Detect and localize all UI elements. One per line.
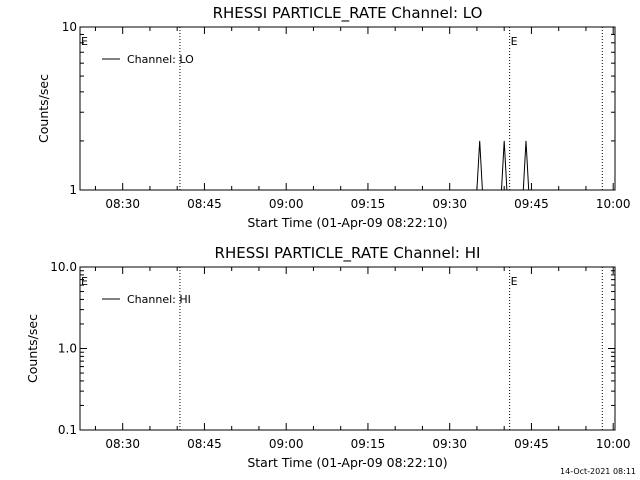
y-tick-label: 10 bbox=[62, 20, 77, 34]
legend-label: Channel: HI bbox=[127, 293, 191, 306]
x-tick-label: 09:30 bbox=[432, 437, 467, 451]
x-tick-label: 10:00 bbox=[596, 437, 631, 451]
x-tick-label: 08:45 bbox=[187, 197, 222, 211]
event-marker-label: E bbox=[511, 275, 518, 288]
x-axis-label: Start Time (01-Apr-09 08:22:10) bbox=[247, 215, 447, 230]
legend-label: Channel: LO bbox=[127, 53, 194, 66]
x-tick-label: 09:15 bbox=[351, 197, 386, 211]
plot-frame bbox=[79, 26, 616, 191]
x-tick-label: 10:00 bbox=[596, 197, 631, 211]
x-tick-label: 08:30 bbox=[105, 197, 140, 211]
y-tick-label: 1.0 bbox=[58, 342, 77, 356]
plot-title: RHESSI PARTICLE_RATE Channel: LO bbox=[213, 4, 483, 23]
plot-frame bbox=[79, 266, 616, 431]
y-axis-label: Counts/sec bbox=[36, 74, 51, 143]
x-tick-label: 09:30 bbox=[432, 197, 467, 211]
y-tick-label: 1 bbox=[69, 183, 77, 197]
x-tick-label: 09:00 bbox=[269, 197, 304, 211]
event-marker-label: E bbox=[81, 35, 88, 48]
footer-timestamp: 14-Oct-2021 08:11 bbox=[560, 467, 636, 476]
y-tick-label: 10.0 bbox=[50, 260, 77, 274]
plot-title: RHESSI PARTICLE_RATE Channel: HI bbox=[215, 244, 481, 263]
y-axis-label: Counts/sec bbox=[25, 314, 40, 383]
lo-channel-plot: RHESSI PARTICLE_RATE Channel: LO 08:30 08:… bbox=[36, 4, 630, 230]
x-tick-label: 09:45 bbox=[514, 197, 549, 211]
hi-channel-plot: RHESSI PARTICLE_RATE Channel: HI 08:30 08:… bbox=[25, 244, 630, 470]
x-tick-label: 09:15 bbox=[351, 437, 386, 451]
series-line bbox=[476, 140, 530, 191]
x-tick-label: 08:30 bbox=[105, 437, 140, 451]
x-tick-label: 08:45 bbox=[187, 437, 222, 451]
event-marker-label: E bbox=[511, 35, 518, 48]
y-tick-label: 0.1 bbox=[58, 423, 77, 437]
event-marker-label: E bbox=[81, 275, 88, 288]
x-tick-label: 09:45 bbox=[514, 437, 549, 451]
x-tick-label: 09:00 bbox=[269, 437, 304, 451]
x-axis-label: Start Time (01-Apr-09 08:22:10) bbox=[247, 455, 447, 470]
